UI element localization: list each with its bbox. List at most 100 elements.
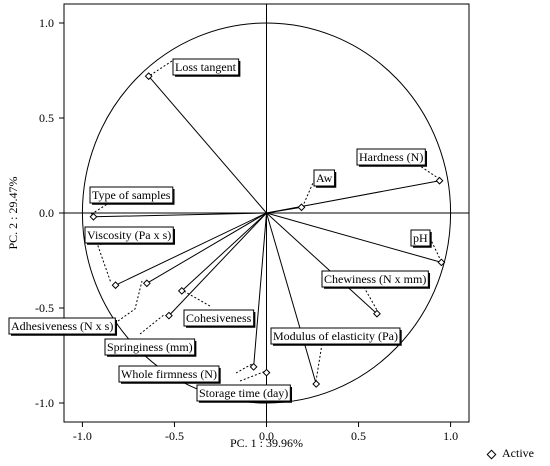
point-label-box: [172, 58, 240, 76]
point-label: Modulus of elasticity (Pa): [270, 327, 402, 346]
point-label-shadow: [175, 61, 241, 77]
loading-vector: [266, 206, 302, 214]
point-label: Hardness (N): [356, 148, 428, 167]
point-label-shadow: [107, 341, 197, 357]
leader-line: [407, 157, 442, 181]
point-label-text: Viscosity (Pa x s): [87, 228, 171, 242]
point-label-box: [8, 317, 116, 335]
point-label: Springiness (mm): [104, 338, 197, 357]
point-label: Adhesiveness (N x s): [8, 317, 118, 336]
data-point: [249, 362, 258, 371]
point-label: Storage time (day): [196, 384, 293, 403]
point-label-text: Adhesiveness (N x s): [11, 319, 113, 333]
data-point: [111, 281, 120, 290]
x-tick-label: -0.5: [165, 429, 184, 443]
data-point: [165, 311, 173, 320]
point-label-shadow: [92, 189, 175, 205]
point-label-box: [84, 226, 174, 244]
point-label-shadow: [324, 273, 431, 289]
data-point: [262, 368, 271, 377]
point-label-text: Cohesiveness: [186, 311, 252, 325]
point-label: Aw: [313, 169, 337, 188]
loading-vector: [266, 180, 440, 214]
loading-vector: [266, 212, 317, 385]
point-label-text: Springiness (mm): [107, 340, 193, 354]
point-label-text: Chewiness (N x mm): [324, 272, 426, 286]
point-label-shadow: [316, 172, 337, 188]
point-label-text: Whole firmness (N): [121, 367, 217, 381]
loading-vector: [266, 212, 442, 263]
y-tick-label: 0.5: [39, 111, 54, 125]
y-tick-label: -0.5: [35, 301, 54, 315]
point-label-box: [183, 309, 255, 327]
leader-line: [235, 363, 253, 374]
loading-vector: [148, 75, 267, 214]
data-point: [144, 72, 153, 81]
leader-line: [429, 237, 442, 262]
loading-vector: [115, 212, 267, 286]
data-point: [177, 286, 186, 295]
point-label-box: [104, 338, 196, 356]
point-label: pH: [410, 229, 432, 248]
point-label-box: [356, 148, 426, 166]
point-label-box: [321, 270, 429, 288]
y-tick-label: 1.0: [39, 16, 54, 30]
point-label-shadow: [413, 232, 432, 248]
y-tick-label: -1.0: [35, 396, 54, 410]
point-label-text: Type of samples: [92, 188, 171, 202]
point-label-shadow: [11, 320, 118, 336]
leader-line: [239, 370, 267, 382]
leader-line: [315, 343, 323, 382]
point-label-text: pH: [413, 231, 428, 245]
data-point: [297, 203, 306, 212]
point-label-box: [313, 169, 336, 187]
point-label-box: [89, 186, 174, 204]
point-label-text: Aw: [316, 171, 333, 185]
leader-line: [179, 288, 211, 307]
data-point: [435, 176, 444, 185]
x-tick-label: -1.0: [73, 429, 92, 443]
point-label-shadow: [273, 330, 402, 346]
data-point: [437, 258, 446, 267]
point-label-box: [118, 365, 220, 383]
point-label: Loss tangent: [172, 58, 241, 77]
point-label-text: Loss tangent: [175, 60, 237, 74]
loading-vector: [266, 212, 378, 315]
point-label: Viscosity (Pa x s): [84, 226, 175, 245]
data-point: [142, 279, 151, 288]
leader-line: [97, 235, 117, 284]
point-label-shadow: [359, 151, 428, 167]
legend-diamond-icon: [486, 449, 497, 460]
x-tick-label: 0.5: [351, 429, 366, 443]
loading-vector: [146, 212, 267, 284]
legend: Active: [486, 446, 534, 461]
point-label-shadow: [199, 387, 293, 403]
point-label-shadow: [87, 229, 175, 245]
point-label: Type of samples: [89, 186, 175, 205]
point-label-text: Hardness (N): [359, 150, 423, 164]
point-label-text: Storage time (day): [199, 386, 288, 400]
loading-vector: [168, 212, 267, 316]
leader-line: [139, 313, 166, 335]
y-tick-label: 0.0: [39, 206, 54, 220]
x-axis-title: PC. 1 : 39.96%: [230, 436, 303, 450]
point-label-shadow: [186, 312, 256, 328]
loading-vector: [181, 212, 267, 292]
data-point: [89, 212, 98, 221]
data-point: [373, 309, 381, 318]
leader-line: [117, 280, 143, 322]
point-label-box: [410, 229, 431, 247]
point-label-text: Modulus of elasticity (Pa): [273, 329, 398, 343]
point-label: Chewiness (N x mm): [321, 270, 431, 289]
x-tick-label: 0.0: [259, 429, 274, 443]
loading-vector: [93, 212, 267, 218]
loading-vector: [253, 212, 267, 367]
x-tick-label: 1.0: [443, 429, 458, 443]
point-label-box: [270, 327, 401, 345]
point-label-shadow: [121, 368, 221, 384]
point-label: Whole firmness (N): [118, 365, 221, 384]
y-axis-title: PC. 2 : 29.47%: [6, 176, 20, 249]
point-label-box: [196, 384, 291, 402]
data-point: [312, 380, 321, 388]
